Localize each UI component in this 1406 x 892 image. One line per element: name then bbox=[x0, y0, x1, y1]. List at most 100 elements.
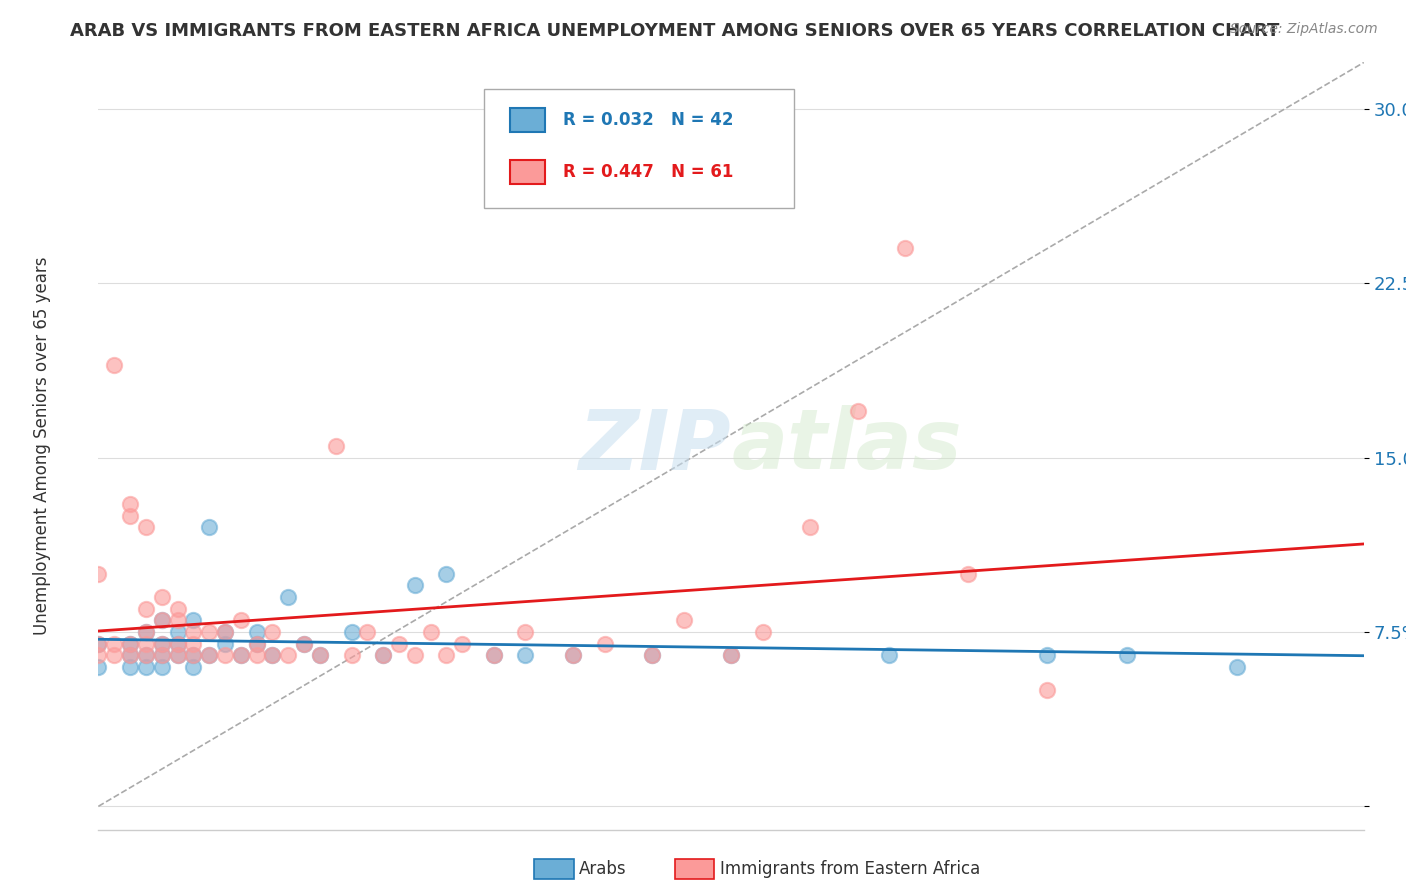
FancyBboxPatch shape bbox=[510, 160, 546, 185]
Point bbox=[198, 648, 221, 663]
Point bbox=[120, 637, 141, 651]
Point bbox=[436, 648, 458, 663]
Point bbox=[150, 613, 173, 627]
Point bbox=[166, 601, 188, 615]
Point bbox=[356, 624, 378, 639]
Point bbox=[877, 648, 900, 663]
Point bbox=[515, 648, 537, 663]
Point bbox=[515, 624, 537, 639]
Point bbox=[419, 624, 441, 639]
Point bbox=[87, 566, 110, 581]
FancyBboxPatch shape bbox=[510, 108, 546, 132]
Point bbox=[482, 648, 505, 663]
Point bbox=[166, 648, 188, 663]
Point bbox=[120, 648, 141, 663]
Point bbox=[166, 648, 188, 663]
Point bbox=[103, 358, 125, 372]
Point bbox=[561, 648, 585, 663]
Point bbox=[120, 508, 141, 523]
Point bbox=[246, 637, 269, 651]
Text: R = 0.032   N = 42: R = 0.032 N = 42 bbox=[562, 111, 734, 129]
Point bbox=[103, 637, 125, 651]
Point bbox=[1036, 683, 1059, 698]
Point bbox=[1226, 660, 1249, 674]
FancyBboxPatch shape bbox=[484, 89, 794, 208]
Text: R = 0.447   N = 61: R = 0.447 N = 61 bbox=[562, 163, 733, 181]
Point bbox=[135, 624, 157, 639]
Point bbox=[198, 648, 221, 663]
Point bbox=[87, 660, 110, 674]
Point bbox=[135, 601, 157, 615]
Point bbox=[120, 660, 141, 674]
Point bbox=[309, 648, 332, 663]
Text: ARAB VS IMMIGRANTS FROM EASTERN AFRICA UNEMPLOYMENT AMONG SENIORS OVER 65 YEARS : ARAB VS IMMIGRANTS FROM EASTERN AFRICA U… bbox=[70, 22, 1279, 40]
Text: Source: ZipAtlas.com: Source: ZipAtlas.com bbox=[1230, 22, 1378, 37]
Point bbox=[720, 648, 742, 663]
Point bbox=[120, 637, 141, 651]
Point bbox=[150, 637, 173, 651]
Point bbox=[150, 648, 173, 663]
Text: Arabs: Arabs bbox=[579, 860, 627, 878]
Point bbox=[166, 613, 188, 627]
Point bbox=[246, 637, 269, 651]
Point bbox=[1115, 648, 1137, 663]
Point bbox=[751, 624, 773, 639]
Point bbox=[183, 637, 205, 651]
Point bbox=[246, 624, 269, 639]
Point bbox=[309, 648, 332, 663]
Point bbox=[87, 637, 110, 651]
Point bbox=[87, 648, 110, 663]
Point bbox=[150, 590, 173, 604]
Point bbox=[641, 648, 664, 663]
Text: ZIP: ZIP bbox=[578, 406, 731, 486]
Point bbox=[371, 648, 394, 663]
Point bbox=[262, 624, 284, 639]
Text: atlas: atlas bbox=[731, 406, 962, 486]
Point bbox=[672, 613, 695, 627]
Point bbox=[262, 648, 284, 663]
Point bbox=[214, 637, 236, 651]
Point bbox=[451, 637, 474, 651]
Point bbox=[325, 439, 347, 453]
Point bbox=[150, 660, 173, 674]
Point bbox=[340, 648, 363, 663]
Point bbox=[229, 613, 252, 627]
Point bbox=[641, 648, 664, 663]
Point bbox=[150, 613, 173, 627]
Point bbox=[135, 624, 157, 639]
Point bbox=[135, 637, 157, 651]
Point bbox=[150, 637, 173, 651]
Point bbox=[229, 648, 252, 663]
Point bbox=[404, 648, 426, 663]
Point bbox=[404, 578, 426, 592]
Point bbox=[183, 613, 205, 627]
Text: Unemployment Among Seniors over 65 years: Unemployment Among Seniors over 65 years bbox=[34, 257, 51, 635]
Point bbox=[166, 637, 188, 651]
Point bbox=[166, 637, 188, 651]
Point bbox=[198, 520, 221, 534]
Point bbox=[103, 648, 125, 663]
Point bbox=[150, 648, 173, 663]
Point bbox=[846, 404, 869, 418]
Point bbox=[1036, 648, 1059, 663]
Point bbox=[183, 648, 205, 663]
Point bbox=[593, 637, 616, 651]
Point bbox=[277, 648, 299, 663]
Point bbox=[135, 648, 157, 663]
Point bbox=[371, 648, 394, 663]
Point bbox=[229, 648, 252, 663]
Point bbox=[340, 624, 363, 639]
Point bbox=[436, 566, 458, 581]
Point bbox=[482, 648, 505, 663]
Point bbox=[720, 648, 742, 663]
Point bbox=[262, 648, 284, 663]
Point bbox=[120, 497, 141, 511]
Point bbox=[292, 637, 315, 651]
Point bbox=[198, 624, 221, 639]
Point bbox=[246, 648, 269, 663]
Point bbox=[135, 660, 157, 674]
Point bbox=[183, 648, 205, 663]
Point bbox=[120, 648, 141, 663]
Point bbox=[87, 637, 110, 651]
Point bbox=[183, 624, 205, 639]
